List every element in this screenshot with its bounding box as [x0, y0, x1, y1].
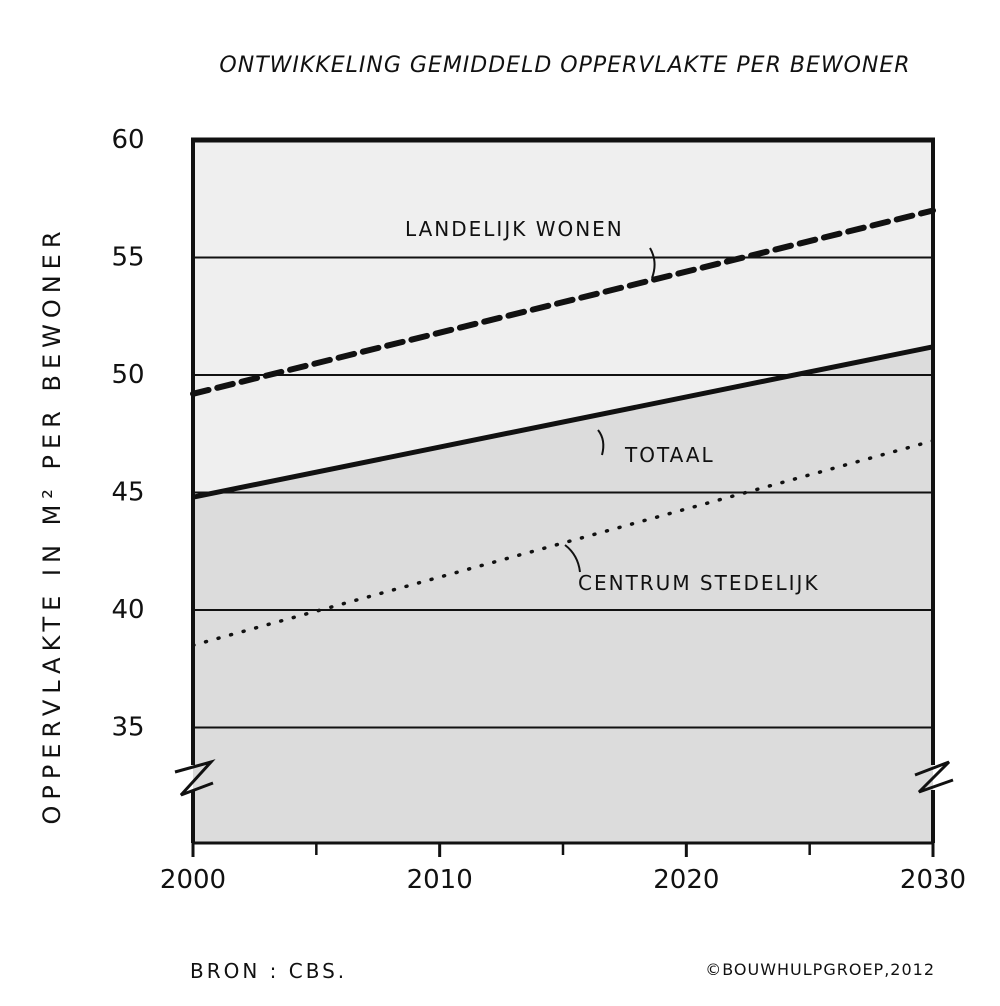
series-label-landelijk-wonen: LANDELIJK WONEN: [405, 217, 624, 241]
y-tick-label-60: 60: [111, 125, 144, 155]
chart-title: ONTWIKKELING GEMIDDELD OPPERVLAKTE PER B…: [219, 53, 910, 78]
series-totaal-line: [192, 344, 934, 500]
credit-note: ©BOUWHULPGROEP,2012: [705, 960, 935, 979]
series-label-landelijk-wonen-leader: [649, 247, 656, 279]
x-tick-label-2010: 2010: [407, 865, 473, 895]
x-tick-label-2020: 2020: [653, 865, 719, 895]
series-landelijk-wonen-line: [190, 207, 936, 397]
x-tick-label-2000: 2000: [160, 865, 226, 895]
source-note: BRON : CBS.: [190, 959, 347, 983]
series-label-centrum-stedelijk-leader: [564, 544, 581, 573]
x-tick-label-2030: 2030: [900, 865, 966, 895]
y-tick-label-50: 50: [111, 360, 144, 390]
area-below-totaal: [193, 346, 933, 843]
y-axis-label: OPPERVLAKTE IN M² PER BEWONER: [38, 225, 66, 824]
series-label-totaal: TOTAAL: [624, 443, 715, 467]
right-axis-break-mark: [914, 760, 954, 794]
series-label-totaal-leader: [597, 429, 605, 456]
y-tick-label-35: 35: [111, 713, 144, 743]
y-tick-label-55: 55: [111, 243, 144, 273]
y-axis-break-mark: [174, 759, 216, 797]
y-tick-label-45: 45: [111, 478, 144, 508]
series-label-centrum-stedelijk: CENTRUM STEDELIJK: [578, 571, 820, 595]
y-tick-label-40: 40: [111, 595, 144, 625]
plot-area: 2000 2010 2020 2030 35 40 45 50 55 60 LANDELIJK WO…: [111, 125, 966, 895]
